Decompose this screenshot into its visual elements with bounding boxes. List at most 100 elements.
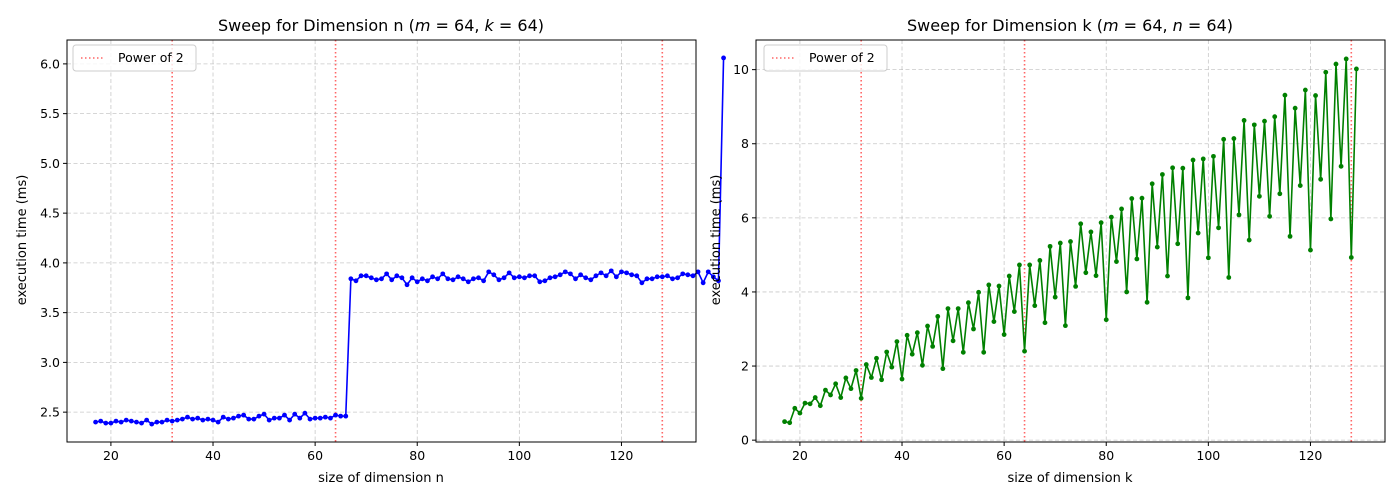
data-point — [909, 351, 915, 357]
data-point — [251, 416, 257, 422]
data-point — [287, 417, 292, 423]
x-tick-label: 20 — [103, 448, 119, 463]
data-point — [1175, 241, 1181, 247]
data-point — [1241, 118, 1247, 123]
x-tick-label: 60 — [307, 448, 323, 463]
data-point — [807, 401, 813, 407]
data-point — [164, 417, 170, 423]
data-point — [629, 272, 635, 278]
data-point — [537, 279, 543, 285]
axes-frame — [66, 39, 697, 443]
data-point — [695, 269, 701, 275]
data-point — [118, 419, 124, 425]
data-point — [307, 416, 313, 422]
data-point — [430, 274, 435, 280]
data-point — [1001, 332, 1007, 337]
data-point — [828, 392, 833, 398]
y-tick-label: 3.0 — [40, 355, 60, 370]
data-point — [1343, 56, 1349, 62]
data-point — [1083, 270, 1089, 276]
data-point — [792, 405, 798, 411]
data-point — [261, 411, 267, 417]
data-point — [373, 277, 379, 283]
data-point — [552, 274, 558, 280]
x-tick-label: 40 — [894, 448, 910, 463]
data-point — [450, 277, 456, 283]
data-point — [297, 415, 303, 421]
data-point — [1180, 165, 1186, 171]
data-point — [516, 274, 522, 280]
data-point — [486, 269, 492, 275]
data-point — [1057, 240, 1063, 246]
data-point — [1302, 87, 1308, 93]
data-point — [200, 417, 206, 423]
chart-panel-k-sweep: Sweep for Dimension k (m = 64, n = 64) 2… — [709, 16, 1386, 486]
data-point — [675, 275, 681, 281]
data-point — [440, 271, 446, 277]
data-point — [179, 416, 185, 422]
data-point — [894, 339, 900, 344]
data-point — [389, 277, 395, 283]
data-point — [1277, 191, 1283, 197]
data-point — [1114, 259, 1119, 264]
data-point — [1190, 157, 1196, 163]
data-point — [1011, 309, 1017, 314]
data-point — [1022, 348, 1027, 354]
data-point — [1200, 156, 1206, 162]
data-point — [634, 273, 640, 279]
data-point — [1297, 183, 1303, 189]
data-point — [868, 375, 874, 380]
data-point — [568, 271, 573, 277]
data-point — [971, 326, 976, 332]
data-point — [899, 376, 905, 382]
data-point — [271, 415, 277, 421]
data-point — [863, 362, 869, 367]
data-point — [858, 395, 864, 401]
data-point — [624, 270, 629, 276]
data-point — [435, 276, 441, 282]
data-point — [593, 273, 599, 279]
legend-frame — [763, 44, 888, 72]
data-point — [185, 414, 190, 420]
data-point — [353, 278, 359, 284]
chart-title: Sweep for Dimension n (m = 64, k = 64) — [218, 16, 544, 35]
data-point — [103, 420, 109, 426]
data-point — [649, 276, 655, 282]
data-point — [394, 273, 400, 279]
data-point — [1139, 195, 1145, 201]
data-point — [1308, 247, 1313, 253]
data-point — [409, 275, 415, 281]
data-point — [266, 417, 272, 423]
data-point — [1292, 105, 1298, 111]
data-point — [333, 412, 338, 418]
data-point — [312, 415, 318, 421]
data-point — [603, 273, 609, 279]
y-axis-label: execution time (ms) — [709, 175, 724, 306]
data-point — [1195, 230, 1201, 236]
data-point — [154, 419, 160, 425]
data-point — [1078, 221, 1084, 227]
x-tick-label: 60 — [996, 448, 1012, 463]
data-point — [460, 276, 466, 282]
series-line — [95, 57, 725, 425]
y-tick-label: 6.0 — [40, 56, 60, 71]
data-point — [256, 413, 262, 419]
data-point — [123, 417, 129, 423]
y-tick-label: 6 — [741, 210, 749, 225]
data-point — [134, 419, 139, 425]
data-point — [1098, 220, 1104, 226]
y-tick-label: 0 — [741, 433, 749, 448]
data-point — [98, 418, 104, 424]
data-point — [1205, 255, 1211, 261]
y-tick-label: 2.5 — [40, 405, 60, 420]
data-point — [874, 355, 879, 361]
data-point — [1027, 262, 1033, 268]
data-point — [282, 412, 287, 418]
data-point — [884, 349, 890, 355]
data-point — [1354, 66, 1359, 72]
data-point — [1052, 294, 1058, 300]
x-tick-label: 80 — [1098, 448, 1114, 463]
data-point — [1144, 299, 1150, 305]
x-tick-label: 120 — [610, 448, 634, 463]
data-point — [1348, 255, 1354, 260]
